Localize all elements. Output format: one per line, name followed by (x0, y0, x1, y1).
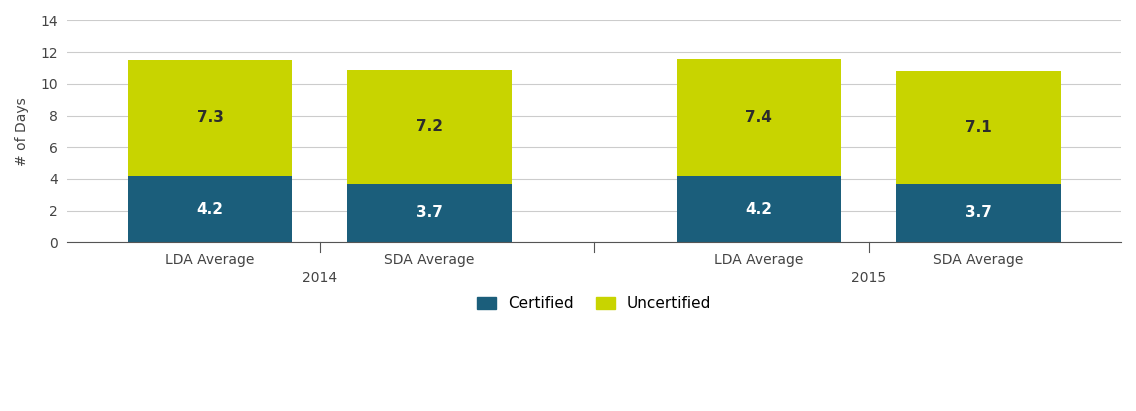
Bar (896, 184, 1061, 242)
Text: 7.4: 7.4 (745, 110, 772, 125)
Y-axis label: # of Days: # of Days (15, 97, 30, 166)
Text: 3.7: 3.7 (964, 206, 992, 220)
Text: 4.2: 4.2 (197, 201, 224, 217)
Bar (348, 184, 512, 242)
Text: 7.2: 7.2 (416, 119, 443, 134)
Text: 7.3: 7.3 (197, 111, 224, 125)
Text: 3.7: 3.7 (416, 206, 443, 220)
Text: 4.2: 4.2 (745, 201, 772, 217)
Bar (677, 58, 841, 176)
Bar (677, 176, 841, 242)
Bar (128, 176, 292, 242)
Bar (348, 69, 512, 184)
Legend: Certified, Uncertified: Certified, Uncertified (469, 289, 719, 319)
Text: 7.1: 7.1 (964, 120, 992, 135)
Text: 2014: 2014 (302, 271, 337, 285)
Bar (128, 60, 292, 176)
Text: 2015: 2015 (851, 271, 886, 285)
Bar (896, 71, 1061, 184)
